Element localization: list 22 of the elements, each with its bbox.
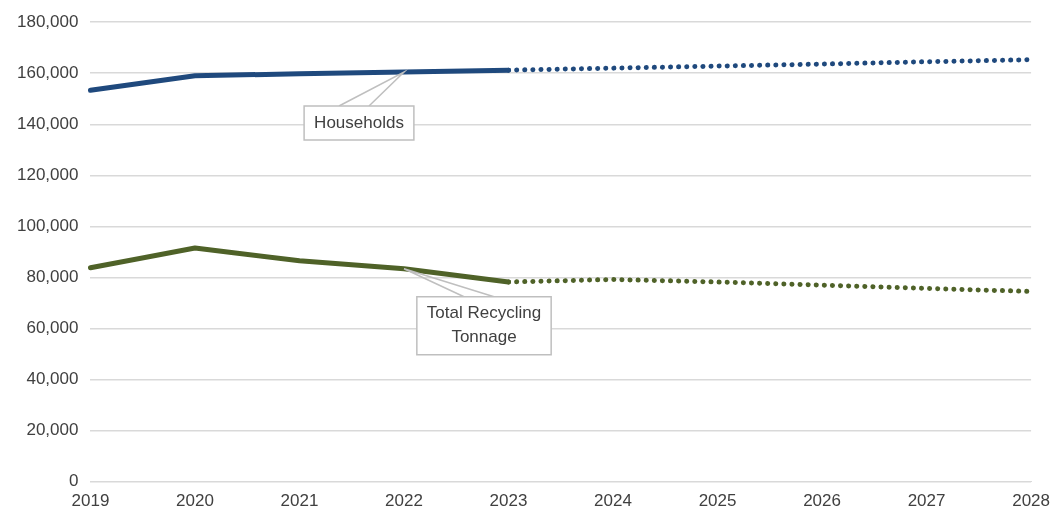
x-tick-label: 2020: [176, 491, 214, 511]
x-tick-label: 2019: [71, 491, 110, 511]
annotation: Total Recycling Tonnage: [426, 303, 542, 347]
y-tick-label: 60,000: [26, 318, 79, 338]
y-tick-label: 120,000: [17, 165, 79, 185]
x-tick-label: 2027: [907, 491, 946, 511]
y-tick-label: 0: [68, 471, 79, 491]
y-tick-label: 100,000: [17, 216, 79, 236]
y-tick-label: 20,000: [26, 420, 79, 440]
x-tick-label: 2025: [698, 491, 737, 511]
annotation: Households: [314, 112, 404, 132]
x-tick-label: 2023: [489, 491, 528, 511]
x-tick-label: 2026: [803, 491, 841, 511]
y-tick-label: 180,000: [17, 11, 79, 31]
y-tick-label: 80,000: [26, 267, 79, 287]
y-tick-label: 160,000: [17, 62, 79, 82]
y-tick-label: 40,000: [26, 369, 79, 389]
y-tick-label: 140,000: [17, 113, 79, 133]
x-tick-label: 2024: [594, 491, 632, 511]
x-tick-label: 2028: [1012, 491, 1050, 511]
x-tick-label: 2021: [280, 491, 319, 511]
x-tick-label: 2022: [385, 491, 423, 511]
